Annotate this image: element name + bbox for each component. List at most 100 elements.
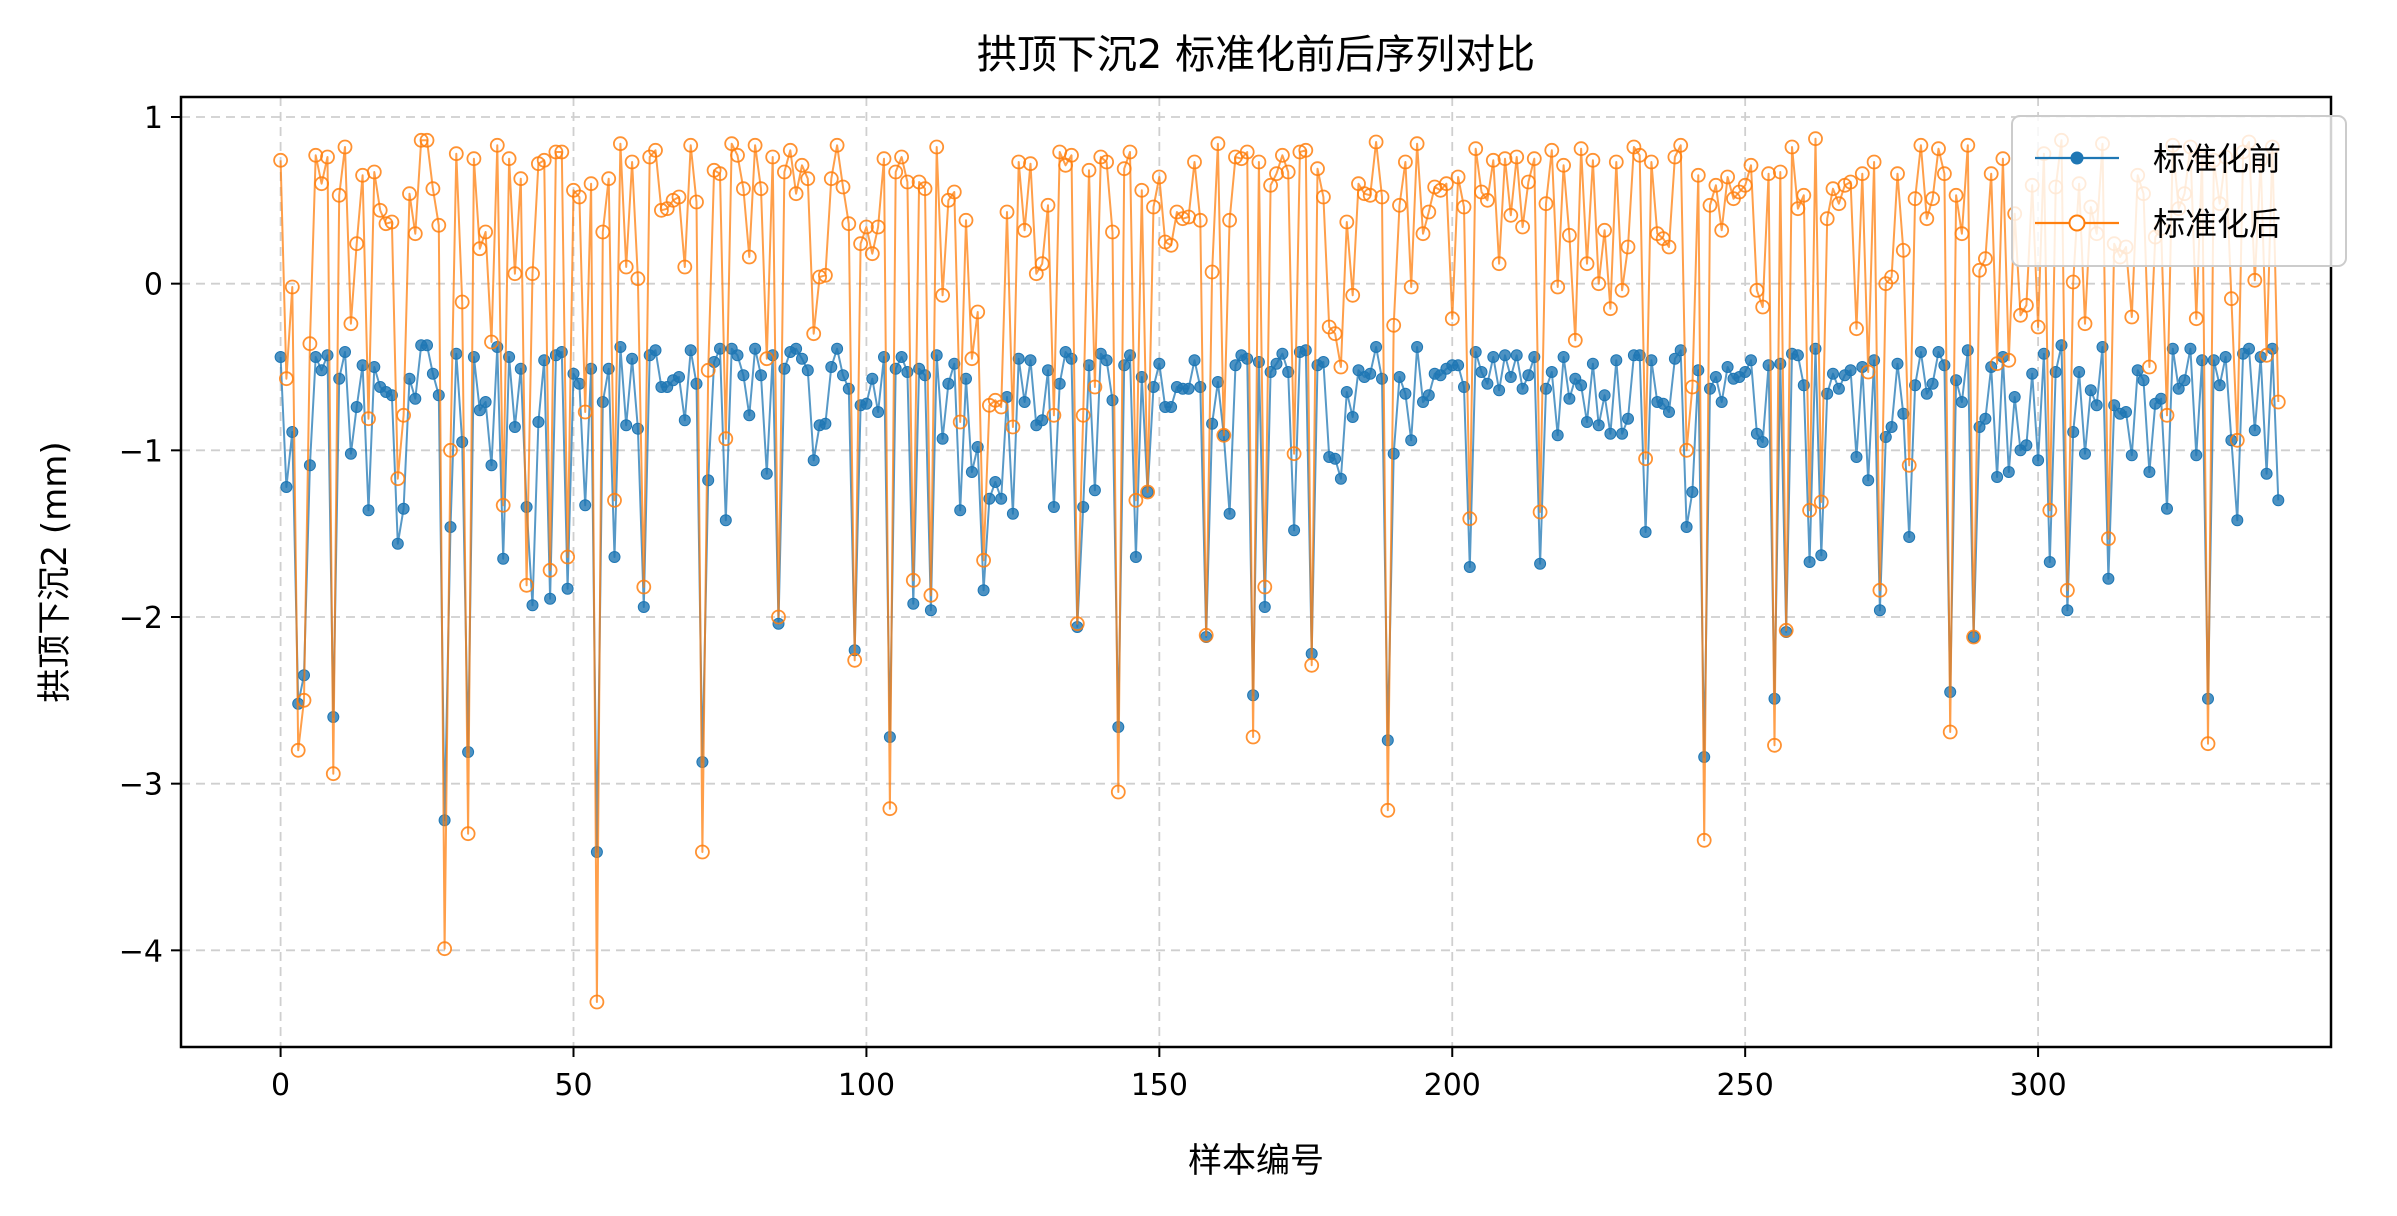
data-point	[695, 844, 710, 860]
data-point	[829, 137, 845, 153]
data-point	[1690, 167, 1706, 183]
data-point	[2077, 316, 2093, 332]
data-point	[782, 142, 798, 158]
data-point	[1364, 367, 1377, 380]
data-point	[1393, 371, 1406, 383]
data-point	[1702, 197, 1718, 213]
data-point	[431, 217, 447, 233]
data-point	[2184, 342, 2197, 355]
data-point	[349, 236, 365, 252]
data-point	[995, 492, 1008, 505]
data-point	[1873, 604, 1886, 617]
data-point	[993, 399, 1009, 415]
data-point	[1885, 421, 1898, 433]
data-point	[860, 397, 873, 410]
data-point	[1778, 622, 1794, 638]
data-point	[1550, 279, 1566, 295]
data-point	[1077, 501, 1090, 513]
data-point	[613, 136, 628, 152]
data-point	[1645, 354, 1658, 367]
data-point	[866, 372, 879, 385]
data-point	[1339, 214, 1355, 230]
data-point	[1983, 166, 1999, 182]
data-point	[595, 224, 611, 240]
data-point	[907, 597, 920, 610]
data-point	[712, 166, 728, 182]
data-point	[760, 467, 773, 480]
data-point	[1493, 384, 1506, 397]
chart-title: 拱顶下沉2 标准化前后序列对比	[977, 32, 1535, 78]
data-point	[1667, 149, 1683, 165]
data-point	[1715, 396, 1728, 408]
data-point	[1674, 344, 1687, 357]
data-point	[2207, 354, 2220, 367]
y-tick-label: −3	[119, 768, 163, 803]
data-point	[2079, 447, 2091, 460]
data-point	[724, 136, 740, 152]
data-point	[321, 349, 334, 362]
data-point	[1497, 151, 1513, 167]
data-point	[626, 352, 639, 365]
data-point	[1269, 166, 1284, 182]
data-point	[532, 416, 545, 428]
data-point	[473, 404, 486, 417]
data-point	[1895, 242, 1911, 258]
data-point	[607, 492, 622, 508]
data-point	[1575, 379, 1588, 392]
data-point	[1316, 189, 1331, 205]
data-point	[1299, 344, 1312, 357]
data-point	[1198, 627, 1214, 643]
data-point	[807, 454, 820, 467]
data-point	[1850, 451, 1863, 463]
data-point	[747, 137, 763, 153]
data-point	[1116, 161, 1132, 177]
data-point	[320, 149, 335, 165]
data-point	[1100, 354, 1113, 367]
data-point	[278, 371, 294, 387]
data-point	[1802, 502, 1817, 518]
data-point	[888, 164, 904, 180]
data-point	[2231, 514, 2244, 527]
data-point	[1567, 332, 1583, 348]
data-point	[1790, 201, 1806, 217]
data-point	[2125, 449, 2138, 462]
data-point	[1499, 349, 1511, 362]
data-point	[1679, 442, 1694, 458]
data-point	[718, 431, 734, 447]
data-point	[965, 466, 978, 478]
data-point	[1598, 389, 1611, 402]
data-point	[466, 151, 482, 167]
data-point	[1509, 149, 1525, 165]
data-point	[303, 459, 316, 472]
data-point	[1257, 579, 1273, 595]
data-point	[1592, 419, 1605, 432]
data-point	[952, 414, 968, 430]
data-point	[397, 502, 410, 515]
data-point	[2032, 454, 2045, 467]
data-point	[1521, 174, 1536, 190]
data-point	[1239, 144, 1255, 160]
data-point	[1282, 366, 1295, 378]
data-point	[1153, 357, 1166, 370]
data-point	[1796, 187, 1812, 203]
data-point	[514, 362, 527, 375]
data-point	[1784, 139, 1800, 155]
data-point	[823, 171, 839, 187]
data-point	[2260, 467, 2273, 480]
data-point	[1692, 364, 1705, 377]
data-point	[315, 364, 328, 377]
data-point	[1573, 141, 1589, 157]
data-point	[1891, 357, 1904, 370]
data-point	[1515, 219, 1530, 235]
data-point	[579, 499, 592, 512]
data-point	[958, 212, 974, 228]
data-point	[636, 579, 652, 595]
data-point	[1767, 737, 1782, 753]
data-point	[1129, 551, 1142, 563]
data-point	[479, 396, 492, 408]
data-point	[1017, 222, 1032, 238]
data-point	[842, 382, 855, 395]
data-point	[853, 236, 868, 252]
data-point	[362, 504, 375, 517]
